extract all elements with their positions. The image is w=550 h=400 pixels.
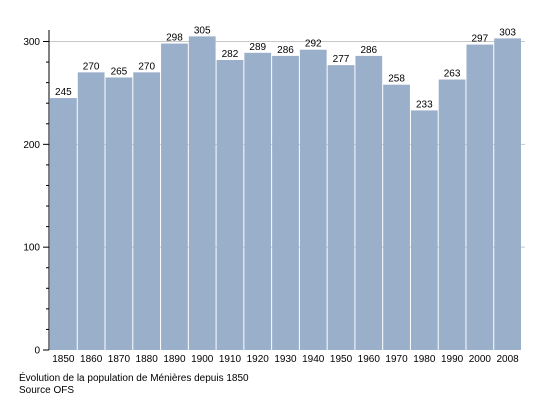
x-tick-label-1990: 1990 xyxy=(441,354,464,365)
bar-1970 xyxy=(383,84,410,350)
value-label-1980: 233 xyxy=(416,99,433,110)
x-tick-label-2000: 2000 xyxy=(469,354,492,365)
bar-1940 xyxy=(299,49,327,351)
value-label-1870: 265 xyxy=(111,66,128,77)
bar-2000 xyxy=(466,44,494,351)
bar-1890 xyxy=(161,43,188,350)
x-tick-label-1940: 1940 xyxy=(302,354,325,365)
x-tick-label-2008: 2008 xyxy=(496,354,519,365)
x-tick-label-1980: 1980 xyxy=(413,354,436,365)
chart-caption: Évolution de la population de Ménières d… xyxy=(19,373,249,384)
x-tick-label-1920: 1920 xyxy=(247,354,270,365)
y-tick-label-100: 100 xyxy=(23,243,40,254)
bar-1880 xyxy=(133,72,161,350)
data-labels: 245 270 265 270 298 305 282 289 286 292 277 286 258 2… xyxy=(55,25,516,110)
x-tick-label-1890: 1890 xyxy=(163,354,186,365)
value-label-1940: 292 xyxy=(305,39,322,50)
value-label-2008: 303 xyxy=(499,27,516,38)
bar-1850 xyxy=(50,98,77,350)
bar-1930 xyxy=(272,55,299,350)
bar-2008 xyxy=(494,38,521,350)
x-tick-label-1880: 1880 xyxy=(136,354,159,365)
bar-1980 xyxy=(410,110,438,350)
x-tick-label-1910: 1910 xyxy=(219,354,242,365)
x-tick-label-1930: 1930 xyxy=(274,354,297,365)
value-label-1850: 245 xyxy=(55,87,72,98)
value-label-1970: 258 xyxy=(388,74,405,85)
value-label-1930: 286 xyxy=(277,45,294,56)
x-tick-label-1850: 1850 xyxy=(52,354,75,365)
value-label-1890: 298 xyxy=(166,33,183,44)
x-tick-label-1970: 1970 xyxy=(385,354,408,365)
bar-1960 xyxy=(355,55,383,350)
value-label-1860: 270 xyxy=(83,61,100,72)
x-tick-label-1860: 1860 xyxy=(80,354,103,365)
bar-1870 xyxy=(105,77,133,350)
x-tick-label-1950: 1950 xyxy=(330,354,353,365)
value-label-1900: 305 xyxy=(194,25,211,36)
value-label-1960: 286 xyxy=(360,45,377,56)
bar-1990 xyxy=(438,79,466,350)
x-tick-label-1960: 1960 xyxy=(358,354,381,365)
bar-1910 xyxy=(216,60,244,350)
bar-1900 xyxy=(188,36,216,350)
bar-1950 xyxy=(327,65,355,350)
x-tick-label-1870: 1870 xyxy=(108,354,131,365)
x-tick-label-1900: 1900 xyxy=(191,354,214,365)
value-label-2000: 297 xyxy=(472,34,489,45)
bar-1920 xyxy=(244,52,272,350)
value-label-1880: 270 xyxy=(138,61,155,72)
chart-source: Source OFS xyxy=(19,385,75,396)
axes: 0 100 200 300 1850 1860 1870 1880 1890 1900 1910 19… xyxy=(23,30,519,365)
value-label-1990: 263 xyxy=(444,69,461,80)
bars xyxy=(50,36,521,351)
value-label-1950: 277 xyxy=(333,54,350,65)
y-tick-label-0: 0 xyxy=(34,346,40,357)
y-tick-label-300: 300 xyxy=(23,37,40,48)
value-label-1920: 289 xyxy=(249,42,266,53)
y-tick-label-200: 200 xyxy=(23,140,40,151)
bar-1860 xyxy=(77,72,105,350)
value-label-1910: 282 xyxy=(222,49,239,60)
